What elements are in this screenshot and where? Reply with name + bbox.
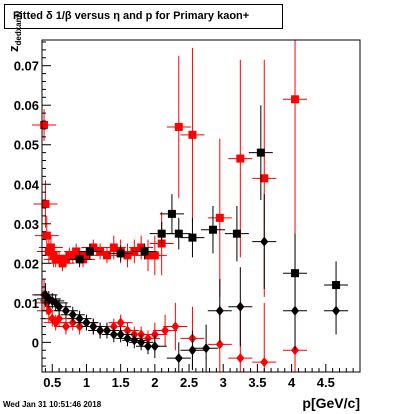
data-point [256, 148, 265, 157]
data-point [332, 281, 341, 290]
data-point [232, 229, 241, 238]
data-point [174, 229, 183, 238]
data-point [109, 243, 118, 252]
y-tick-label: 0.06 [14, 98, 39, 113]
data-point [202, 343, 211, 354]
chart-axes: 0.5 1 1.5 2 2.5 3 3.5 4 4.5 0 0.01 0.02 0.03 0.04 0.05… [14, 41, 354, 390]
chart-title: Fitted δ 1/β versus η and p for Primary … [4, 4, 283, 29]
data-point [236, 154, 245, 163]
data-series [67, 105, 349, 313]
x-tick-label: 0.5 [43, 375, 61, 390]
plot-frame [41, 39, 361, 373]
y-tick-label: 0.01 [14, 296, 39, 311]
data-point [61, 305, 70, 316]
data-point [46, 243, 55, 252]
x-tick-label: 4 [288, 375, 296, 390]
y-tick-label: 0.05 [14, 138, 39, 153]
data-point [215, 213, 224, 222]
data-point [137, 337, 146, 348]
data-point [89, 321, 98, 332]
data-point [188, 130, 197, 139]
data-point [123, 333, 132, 344]
data-point [150, 251, 159, 260]
y-tick-label: 0.04 [14, 177, 40, 192]
x-tick-label: 3 [220, 375, 227, 390]
data-point [75, 255, 84, 264]
data-point [208, 225, 217, 234]
data-point [291, 95, 300, 104]
y-tick-label: 0.02 [14, 256, 39, 271]
data-point [41, 200, 50, 209]
data-point [116, 249, 125, 258]
y-axis-label: zdedxamv [6, 11, 23, 52]
data-point [85, 247, 94, 256]
data-point [260, 174, 269, 183]
data-point [55, 301, 64, 312]
data-series [33, 194, 349, 372]
footer-timestamp: Wed Jan 31 10:51:46 2018 [3, 400, 102, 409]
data-point [236, 301, 245, 312]
x-axis-label: p[GeV/c] [302, 395, 360, 411]
data-point [116, 329, 125, 340]
data-point [44, 305, 53, 316]
data-point [102, 251, 111, 260]
data-point [174, 122, 183, 131]
x-tick-label: 2 [151, 375, 158, 390]
data-point [291, 305, 300, 316]
data-point [157, 229, 166, 238]
y-tick-label: 0 [32, 335, 39, 350]
data-point [102, 325, 111, 336]
data-point [61, 321, 70, 332]
x-tick-label: 1 [83, 375, 90, 390]
data-point [150, 341, 159, 352]
data-point [171, 321, 180, 332]
data-point [68, 309, 77, 320]
y-axis-label-main: z [6, 45, 21, 53]
y-tick-label: 0.03 [14, 217, 39, 232]
data-point [55, 313, 64, 324]
data-series [32, 40, 308, 297]
data-point [188, 233, 197, 242]
data-point [215, 339, 224, 350]
data-point [82, 317, 91, 328]
data-series [32, 271, 308, 372]
x-tick-label: 1.5 [112, 375, 130, 390]
data-point [215, 305, 224, 316]
data-point [40, 120, 49, 129]
data-point [130, 335, 139, 346]
data-point [236, 353, 245, 364]
data-point [260, 236, 269, 247]
x-tick-label: 3.5 [248, 375, 266, 390]
data-point [260, 357, 269, 368]
x-tick-label: 2.5 [180, 375, 198, 390]
y-tick-label: 0.07 [14, 59, 39, 74]
chart-marks [32, 40, 349, 372]
data-point [75, 313, 84, 324]
data-point [174, 353, 183, 364]
data-point [188, 345, 197, 356]
data-point [116, 317, 125, 328]
data-point [123, 251, 132, 260]
data-point [161, 325, 170, 336]
y-axis-label-sub: dedxamv [14, 10, 23, 46]
data-point [167, 209, 176, 218]
data-point [332, 305, 341, 316]
data-point [42, 231, 51, 240]
data-point [140, 247, 149, 256]
x-tick-label: 4.5 [317, 375, 335, 390]
